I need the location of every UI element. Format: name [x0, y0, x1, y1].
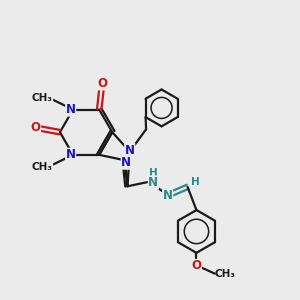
Text: O: O: [31, 121, 40, 134]
Text: N: N: [121, 156, 131, 169]
Text: N: N: [148, 176, 158, 189]
Text: CH₃: CH₃: [215, 269, 236, 279]
Text: CH₃: CH₃: [32, 162, 52, 172]
Text: H: H: [191, 176, 200, 187]
Text: N: N: [125, 144, 135, 157]
Text: H: H: [149, 169, 158, 178]
Text: N: N: [163, 189, 172, 202]
Text: O: O: [191, 260, 201, 272]
Text: CH₃: CH₃: [32, 93, 52, 103]
Text: N: N: [66, 103, 76, 116]
Text: N: N: [66, 148, 76, 161]
Text: O: O: [97, 77, 107, 90]
